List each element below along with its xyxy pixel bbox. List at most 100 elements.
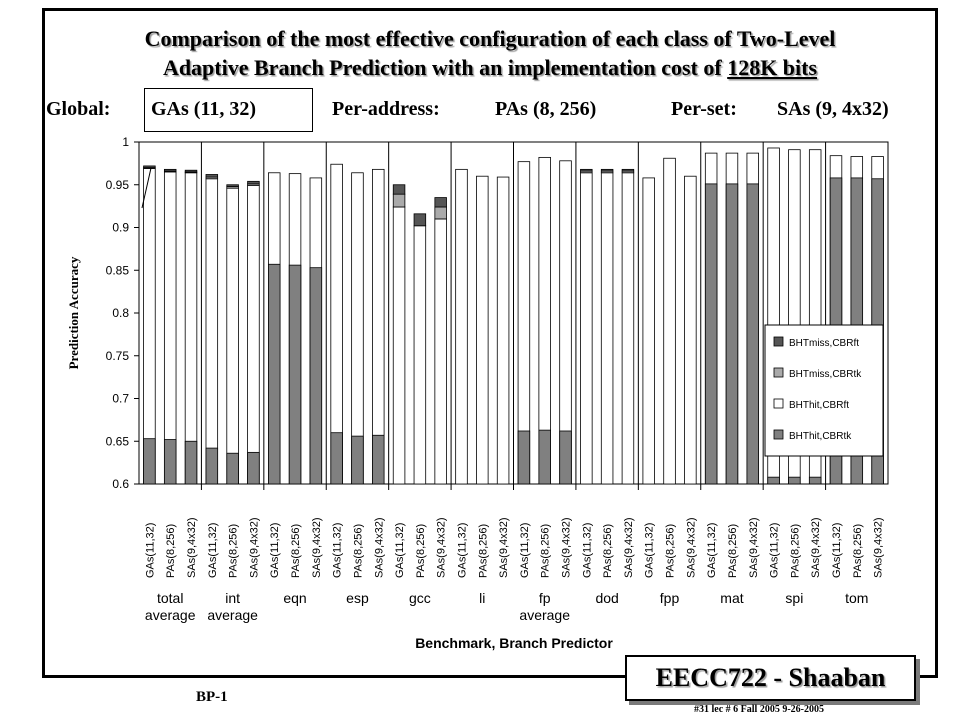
x-tick-label: GAs(11,32): [394, 523, 406, 578]
x-tick-label: PAs(8,256): [352, 524, 364, 578]
group-label: mat: [720, 590, 743, 606]
bar-bhthit-cbrft: [663, 157, 676, 485]
x-tick-label: PAs(8,256): [789, 524, 801, 578]
x-tick-label: PAs(8,256): [727, 524, 739, 578]
x-tick-label: SAs(9,4x32): [623, 517, 635, 578]
x-tick-label: GAs(11,32): [456, 523, 468, 578]
x-tick-label: SAs(9,4x32): [685, 517, 697, 578]
bar-bhthit-cbrtk: [309, 267, 323, 485]
x-tick-label: SAs(9,4x32): [436, 517, 448, 578]
bar-bhthit-cbrft: [580, 172, 593, 485]
group-label-line2: average: [145, 607, 196, 623]
slide-title-prefix: Adaptive Branch Prediction with an imple…: [162, 55, 728, 80]
bar-bhthit-cbrtk: [330, 432, 343, 485]
group-label: li: [479, 590, 485, 606]
slide-frame: [42, 8, 938, 678]
bar-bhthit-cbrft: [621, 172, 635, 485]
group-label: fpp: [660, 590, 680, 606]
bar-bhtmiss-cbrft: [413, 213, 427, 227]
group-label: spi: [785, 590, 803, 606]
slide-title-line-2: Adaptive Branch Prediction with an imple…: [42, 55, 938, 81]
group-label: dod: [595, 590, 618, 606]
x-tick-label: PAs(8,256): [165, 524, 177, 578]
bar-bhthit-cbrtk: [538, 429, 551, 485]
global-label: Global:: [46, 98, 111, 120]
legend-swatch: [773, 398, 784, 409]
y-tick-label: 0.6: [112, 477, 129, 491]
x-tick-label: PAs(8,256): [602, 524, 614, 578]
group-label: fp: [539, 590, 551, 606]
y-tick-label: 0.9: [112, 221, 129, 235]
perset-label: Per-set:: [671, 98, 737, 120]
bar-bhthit-cbrtk: [351, 435, 364, 485]
bar-bhtmiss-cbrft: [143, 165, 156, 169]
bar-bhthit-cbrtk: [704, 183, 718, 485]
group-label: int: [225, 590, 240, 606]
group-label: eqn: [283, 590, 306, 606]
x-tick-label: PAs(8,256): [228, 524, 240, 578]
bar-bhthit-cbrft: [600, 172, 614, 485]
group-label: esp: [346, 590, 369, 606]
x-tick-label: SAs(9,4x32): [248, 517, 260, 578]
legend-box: [764, 324, 884, 457]
bar-bhthit-cbrtk: [268, 263, 281, 485]
bar-bhthit-cbrtk: [372, 434, 385, 485]
pointer-line: [141, 167, 152, 209]
bar-bhthit-cbrft: [684, 175, 697, 485]
bar-bhthit-cbrft: [434, 218, 447, 485]
group-label: tom: [845, 590, 868, 606]
x-tick-label: GAs(11,32): [269, 523, 281, 578]
bar-bhtmiss-cbrft: [600, 168, 614, 172]
bar-bhthit-cbrft: [247, 185, 260, 485]
x-tick-label: GAs(11,32): [519, 523, 531, 578]
bar-bhtmiss-cbrft: [247, 180, 260, 185]
x-tick-label: GAs(11,32): [706, 523, 718, 578]
legend-label: BHTmiss,CBRtk: [789, 369, 862, 380]
bar-bhtmiss-cbrft: [434, 197, 447, 208]
x-tick-label: SAs(9,4x32): [311, 517, 323, 578]
x-tick-label: SAs(9,4x32): [373, 517, 385, 578]
global-predictor-box: [144, 88, 313, 132]
x-tick-label: PAs(8,256): [852, 524, 864, 578]
x-tick-label: GAs(11,32): [644, 523, 656, 578]
bar-bhthit-cbrtk: [559, 430, 572, 485]
group-label-line2: average: [207, 607, 258, 623]
x-tick-label: PAs(8,256): [415, 524, 427, 578]
legend-swatch: [773, 367, 784, 378]
y-tick-label: 0.85: [106, 263, 130, 277]
slide-label: BP-1: [196, 689, 228, 705]
x-tick-label: SAs(9,4x32): [498, 517, 510, 578]
bar-bhtmiss-cbrtk: [392, 193, 406, 208]
bar-bhthit-cbrft: [476, 175, 489, 485]
perset-value: SAs (9, 4x32): [777, 98, 889, 120]
bar-bhthit-cbrft: [455, 168, 468, 485]
implementation-cost: 128K bits: [727, 55, 818, 80]
peraddress-value: PAs (8, 256): [495, 98, 597, 120]
x-tick-label: SAs(9,4x32): [561, 517, 573, 578]
bar-bhtmiss-cbrtk: [434, 206, 447, 220]
bar-bhtmiss-cbrft: [392, 184, 406, 195]
x-tick-label: GAs(11,32): [581, 523, 593, 578]
legend-label: BHThit,CBRtk: [789, 431, 852, 442]
x-tick-label: GAs(11,32): [332, 523, 344, 578]
bar-bhthit-cbrft: [413, 225, 427, 485]
y-tick-label: 1: [122, 135, 129, 149]
y-tick-label: 0.8: [112, 306, 129, 320]
bar-bhthit-cbrft: [226, 187, 239, 485]
x-tick-label: SAs(9,4x32): [873, 517, 885, 578]
bar-bhthit-cbrft: [496, 176, 510, 485]
x-tick-label: SAs(9,4x32): [748, 517, 760, 578]
y-tick-label: 0.65: [106, 434, 130, 448]
x-tick-label: PAs(8,256): [665, 524, 677, 578]
x-tick-label: GAs(11,32): [831, 523, 843, 578]
bar-bhthit-cbrtk: [226, 452, 239, 485]
group-label: total: [157, 590, 183, 606]
bar-bhthit-cbrft: [392, 206, 406, 485]
y-tick-label: 0.95: [106, 178, 130, 192]
bar-bhthit-cbrtk: [517, 430, 531, 485]
bar-bhthit-cbrft: [184, 172, 198, 485]
group-label-line2: average: [519, 607, 570, 623]
peraddress-label: Per-address:: [332, 98, 440, 120]
course-badge: EECC722 - Shaaban: [625, 655, 916, 701]
